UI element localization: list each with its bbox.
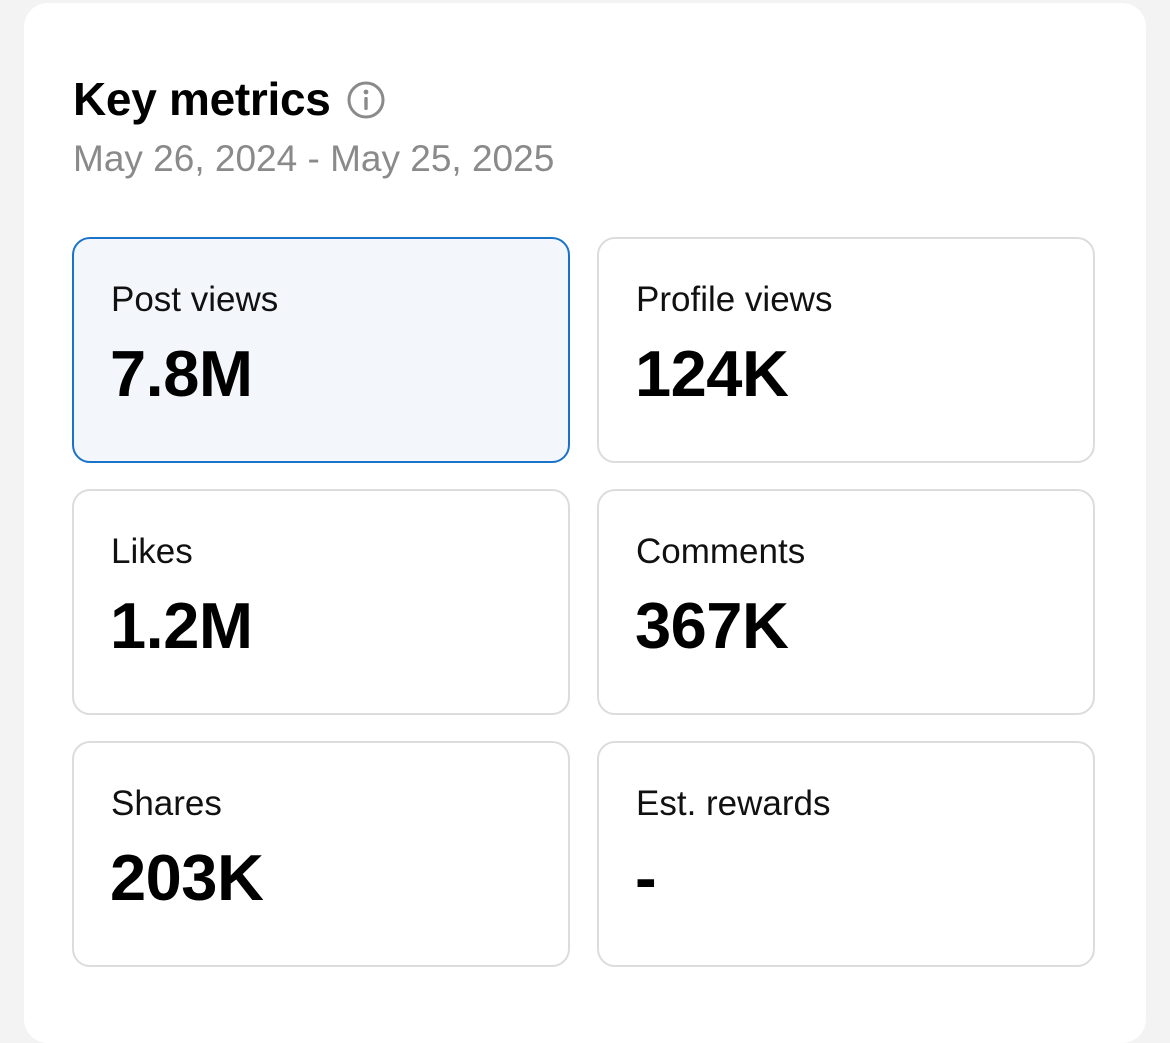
info-icon[interactable] bbox=[346, 80, 386, 120]
metric-card-likes[interactable]: Likes 1.2M bbox=[72, 489, 570, 715]
metric-label: Profile views bbox=[636, 280, 833, 319]
metric-value: 7.8M bbox=[110, 337, 253, 410]
metric-label: Post views bbox=[111, 280, 279, 319]
metric-value: 1.2M bbox=[110, 589, 253, 662]
metric-label: Est. rewards bbox=[636, 784, 831, 823]
page-title: Key metrics bbox=[73, 73, 331, 125]
metric-value: 203K bbox=[110, 841, 264, 914]
metric-label: Likes bbox=[111, 532, 193, 571]
key-metrics-header: Key metrics May 26, 2024 - May 25, 2025 bbox=[73, 69, 554, 181]
title-row: Key metrics bbox=[73, 69, 554, 129]
metric-card-post-views[interactable]: Post views 7.8M bbox=[72, 237, 570, 463]
metric-card-shares[interactable]: Shares 203K bbox=[72, 741, 570, 967]
date-range: May 26, 2024 - May 25, 2025 bbox=[73, 138, 555, 179]
metric-card-comments[interactable]: Comments 367K bbox=[597, 489, 1095, 715]
metric-value: 124K bbox=[635, 337, 789, 410]
metric-label: Comments bbox=[636, 532, 806, 571]
metric-label: Shares bbox=[111, 784, 222, 823]
metric-card-profile-views[interactable]: Profile views 124K bbox=[597, 237, 1095, 463]
metric-card-est-rewards[interactable]: Est. rewards - bbox=[597, 741, 1095, 967]
metric-value: - bbox=[635, 841, 657, 914]
metric-value: 367K bbox=[635, 589, 789, 662]
key-metrics-panel: Key metrics May 26, 2024 - May 25, 2025 … bbox=[24, 3, 1146, 1043]
